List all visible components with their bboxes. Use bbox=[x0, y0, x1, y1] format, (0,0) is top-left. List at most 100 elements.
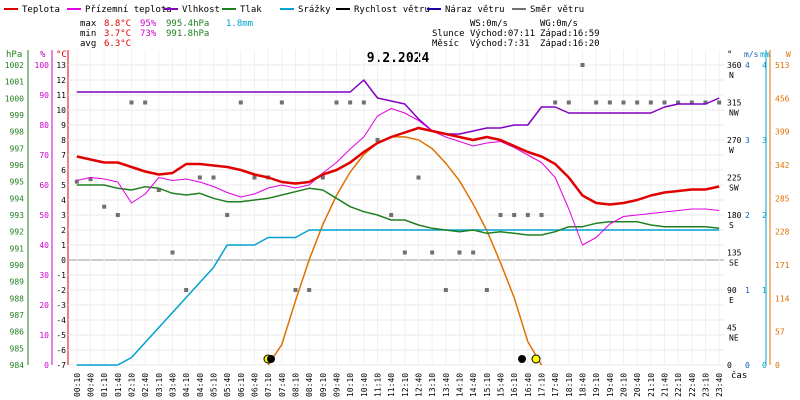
tick-w: 399 bbox=[775, 128, 790, 137]
tick-hpa: 990 bbox=[10, 261, 25, 270]
tick-ms: 2 bbox=[745, 211, 750, 220]
tick-w: 114 bbox=[775, 294, 790, 303]
tick-temp: 7 bbox=[61, 151, 66, 160]
stat-min-pressure: 991.8hPa bbox=[166, 29, 209, 39]
sun-set: Západ:16:59 bbox=[540, 29, 600, 39]
moon-rise: Východ:7:31 bbox=[470, 39, 530, 49]
tick-temp: 9 bbox=[61, 121, 66, 130]
wind-direction-point bbox=[184, 288, 189, 292]
tick-dir-label: SW bbox=[729, 184, 739, 193]
tick-time: 05:10 bbox=[210, 373, 219, 397]
tick-pct: 10 bbox=[39, 331, 49, 340]
wind-direction-point bbox=[225, 213, 230, 217]
series-pressure bbox=[76, 184, 720, 236]
tick-w: 57 bbox=[775, 328, 785, 337]
tick-hpa: 994 bbox=[10, 194, 25, 203]
wind-direction-point bbox=[361, 100, 366, 105]
legend-label-6: Náraz větru bbox=[445, 5, 505, 15]
tick-pct: 100 bbox=[35, 61, 50, 70]
tick-time: 03:10 bbox=[155, 373, 164, 397]
wind-direction-point bbox=[320, 175, 325, 180]
tick-temp: 6 bbox=[61, 166, 66, 175]
wind-direction-point bbox=[389, 213, 394, 217]
tick-time: 11:40 bbox=[387, 373, 396, 397]
wind-direction-point bbox=[457, 250, 462, 255]
tick-hpa: 1000 bbox=[5, 94, 24, 103]
tick-time: 18:40 bbox=[579, 373, 588, 397]
tick-temp: -3 bbox=[56, 301, 66, 310]
tick-dir-label: S bbox=[729, 221, 734, 230]
tick-temp: -7 bbox=[56, 361, 66, 370]
wind-direction-point bbox=[170, 250, 175, 255]
legend-label-2: Vlhkost bbox=[182, 5, 220, 15]
legend-label-0: Teplota bbox=[22, 5, 60, 15]
tick-time: 02:10 bbox=[128, 373, 137, 397]
wind-direction-point bbox=[197, 175, 202, 180]
tick-dir: 45 bbox=[727, 324, 737, 333]
tick-temp: 8 bbox=[61, 136, 66, 145]
tick-w: 228 bbox=[775, 228, 790, 237]
tick-time: 16:40 bbox=[524, 373, 533, 397]
stat-max-temp: 8.8°C bbox=[104, 19, 131, 29]
tick-time: 22:10 bbox=[674, 373, 683, 397]
tick-pct: 30 bbox=[39, 271, 49, 280]
tick-pct: 90 bbox=[39, 91, 49, 100]
tick-dir-label: E bbox=[729, 296, 734, 305]
moon-label: Měsíc bbox=[432, 39, 459, 49]
legend-label-4: Srážky bbox=[298, 5, 331, 15]
wind-direction-point bbox=[402, 250, 407, 255]
tick-mm: 2 bbox=[762, 211, 767, 220]
tick-time: 01:10 bbox=[100, 373, 109, 397]
wind-direction-point bbox=[580, 63, 585, 67]
wind-direction-point bbox=[662, 100, 667, 105]
stat-min-temp: 3.7°C bbox=[104, 29, 131, 39]
wind-direction-point bbox=[648, 100, 653, 105]
legend-label-7: Směr větru bbox=[530, 5, 584, 15]
wind-direction-point bbox=[717, 100, 722, 105]
wind-direction-point bbox=[635, 100, 640, 105]
tick-time: 10:40 bbox=[360, 373, 369, 397]
sun-rise: Východ:07:11 bbox=[470, 29, 535, 39]
tick-dir-label: NW bbox=[729, 109, 739, 118]
tick-pct: 70 bbox=[39, 151, 49, 160]
axis-temp-unit: °C bbox=[56, 50, 67, 60]
tick-time: 07:10 bbox=[264, 373, 273, 397]
tick-time: 15:10 bbox=[483, 373, 492, 397]
chart-title: 9.2.2024 bbox=[367, 51, 430, 66]
tick-hpa: 998 bbox=[10, 128, 25, 137]
tick-temp: 2 bbox=[61, 226, 66, 235]
tick-dir-label: W bbox=[729, 146, 734, 155]
tick-ms: 1 bbox=[745, 286, 750, 295]
wind-direction-point bbox=[539, 213, 544, 217]
tick-time: 04:40 bbox=[196, 373, 205, 397]
tick-ms: 4 bbox=[745, 61, 750, 70]
wind-direction-point bbox=[156, 188, 161, 192]
tick-hpa: 986 bbox=[10, 328, 25, 337]
wind-direction-point bbox=[416, 175, 421, 180]
tick-time: 23:40 bbox=[715, 373, 724, 397]
stats-block: max 8.8°C 95% 995.4hPa 1.8mm min 3.7°C 73% 991.8… bbox=[80, 19, 600, 49]
tick-hpa: 985 bbox=[10, 344, 25, 353]
wind-direction-point bbox=[525, 213, 530, 217]
tick-mm: 0 bbox=[762, 361, 767, 370]
tick-hpa: 995 bbox=[10, 178, 25, 187]
tick-time: 14:10 bbox=[456, 373, 465, 397]
wind-direction-point bbox=[607, 100, 612, 105]
tick-w: 171 bbox=[775, 261, 790, 270]
wind-direction-point bbox=[512, 213, 517, 217]
wind-direction-point bbox=[129, 100, 134, 105]
wind-direction-point bbox=[553, 100, 558, 105]
wind-direction-point bbox=[348, 100, 353, 105]
wind-direction-point bbox=[74, 179, 79, 184]
tick-dir: 270 bbox=[727, 136, 742, 145]
tick-dir: 225 bbox=[727, 174, 742, 183]
tick-time: 10:10 bbox=[346, 373, 355, 397]
legend: Teplota Přízemní teplota Vlhkost Tlak Srážky… bbox=[4, 5, 584, 15]
wind-direction-point bbox=[443, 288, 448, 292]
series-ground-temperature bbox=[76, 108, 720, 246]
tick-w: 285 bbox=[775, 194, 790, 203]
wind-wg: WG:0m/s bbox=[540, 19, 578, 29]
axis-w-unit: W bbox=[786, 50, 791, 59]
series-humidity bbox=[76, 79, 720, 135]
stat-min-label: min bbox=[80, 29, 96, 39]
